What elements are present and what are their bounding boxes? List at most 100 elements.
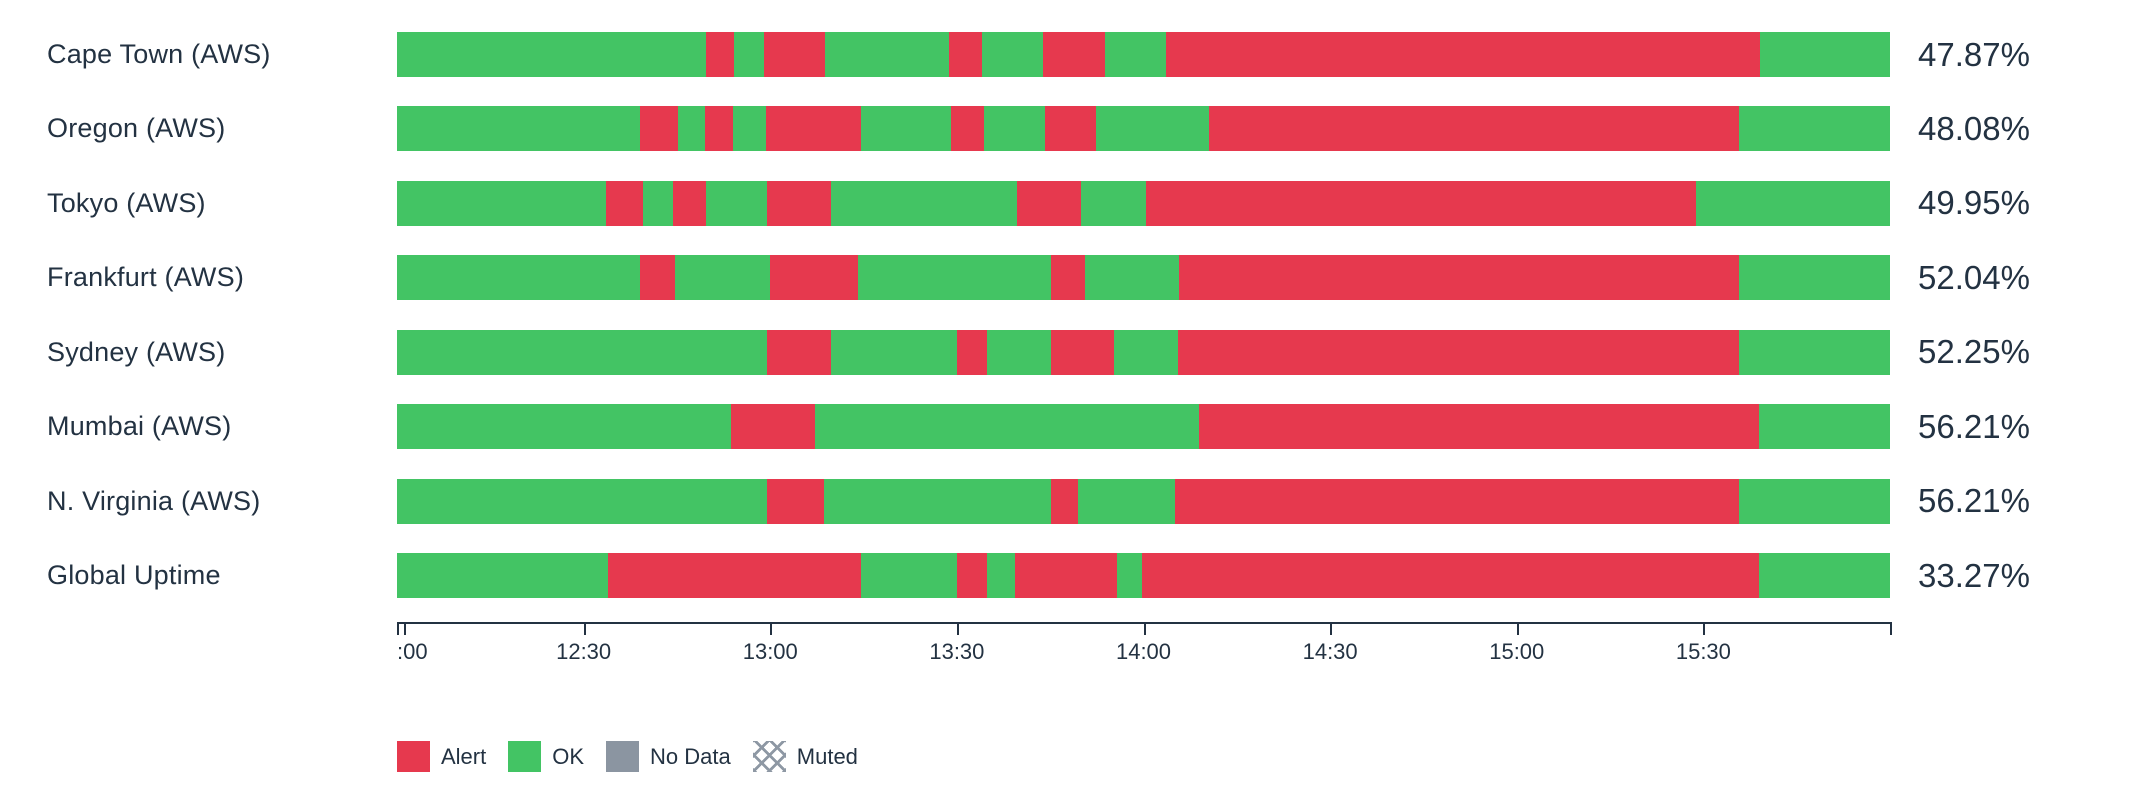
bar-segment-ok[interactable] — [823, 478, 1051, 524]
bar-segment-alert[interactable] — [1050, 329, 1114, 375]
bar-segment-ok[interactable] — [858, 255, 1051, 301]
bar-segment-alert[interactable] — [1174, 478, 1740, 524]
uptime-value: 49.95% — [1918, 184, 2030, 222]
axis-tick — [1143, 622, 1146, 635]
bar-segment-alert[interactable] — [704, 106, 733, 152]
bar-segment-ok[interactable] — [1116, 553, 1142, 598]
bar-segment-alert[interactable] — [1177, 329, 1740, 375]
bar-segment-alert[interactable] — [640, 255, 675, 301]
bar-segment-alert[interactable] — [640, 106, 678, 152]
bar-segment-ok[interactable] — [1739, 106, 1890, 152]
row-label: Global Uptime — [47, 560, 221, 590]
bar-segment-ok[interactable] — [1739, 478, 1890, 524]
row-label: Cape Town (AWS) — [47, 39, 271, 69]
bar-segment-ok[interactable] — [986, 329, 1051, 375]
bar-segment-ok[interactable] — [1080, 180, 1147, 226]
bar-segment-ok[interactable] — [1095, 106, 1210, 152]
bar-segment-ok[interactable] — [982, 32, 1044, 77]
legend-item-ok[interactable]: OK — [508, 741, 584, 772]
bar-segment-alert[interactable] — [1050, 478, 1078, 524]
bar-segment-ok[interactable] — [861, 106, 951, 152]
bar-segment-alert[interactable] — [956, 329, 987, 375]
bar-segment-alert[interactable] — [1209, 106, 1740, 152]
bar-segment-alert[interactable] — [1015, 553, 1117, 598]
bar-segment-ok[interactable] — [815, 404, 1199, 450]
bar-segment-ok[interactable] — [643, 180, 674, 226]
bar-segment-ok[interactable] — [1758, 553, 1890, 598]
bar-segment-ok[interactable] — [397, 255, 641, 301]
bar-segment-alert[interactable] — [1050, 255, 1086, 301]
uptime-value: 52.25% — [1918, 333, 2030, 371]
axis-tick — [1330, 622, 1333, 635]
status-bar — [397, 329, 1890, 375]
status-bar — [397, 32, 1890, 77]
bar-segment-ok[interactable] — [397, 478, 768, 524]
bar-segment-alert[interactable] — [1146, 180, 1696, 226]
bar-segment-alert[interactable] — [764, 32, 826, 77]
bar-segment-ok[interactable] — [734, 32, 765, 77]
bar-segment-alert[interactable] — [607, 553, 862, 598]
bar-segment-ok[interactable] — [831, 329, 957, 375]
bar-segment-alert[interactable] — [1142, 553, 1759, 598]
bar-segment-alert[interactable] — [767, 180, 832, 226]
status-bar — [397, 553, 1890, 598]
legend-item-muted[interactable]: Muted — [752, 741, 858, 772]
axis-tick-label: 14:00 — [1115, 639, 1172, 664]
bar-segment-alert[interactable] — [706, 32, 735, 77]
status-bar — [397, 404, 1890, 450]
bar-segment-ok[interactable] — [986, 553, 1016, 598]
bar-segment-ok[interactable] — [831, 180, 1017, 226]
bar-segment-ok[interactable] — [397, 180, 607, 226]
axis-tick-label: 12:30 — [556, 639, 612, 664]
bar-segment-ok[interactable] — [677, 106, 705, 152]
bar-segment-ok[interactable] — [397, 106, 641, 152]
axis-tick — [583, 622, 586, 635]
bar-segment-ok[interactable] — [1104, 32, 1166, 77]
bar-segment-ok[interactable] — [706, 180, 768, 226]
bar-segment-ok[interactable] — [397, 32, 707, 77]
bar-segment-alert[interactable] — [1016, 180, 1081, 226]
bar-segment-ok[interactable] — [1739, 255, 1890, 301]
bar-segment-alert[interactable] — [1179, 255, 1740, 301]
bar-segment-ok[interactable] — [732, 106, 766, 152]
bar-segment-ok[interactable] — [1695, 180, 1890, 226]
bar-segment-ok[interactable] — [861, 553, 957, 598]
bar-segment-ok[interactable] — [983, 106, 1045, 152]
bar-segment-alert[interactable] — [956, 553, 987, 598]
bar-segment-alert[interactable] — [731, 404, 816, 450]
bar-segment-alert[interactable] — [765, 106, 862, 152]
bar-segment-alert[interactable] — [770, 255, 859, 301]
bar-segment-alert[interactable] — [950, 106, 984, 152]
bar-segment-ok[interactable] — [1077, 478, 1175, 524]
bar-segment-alert[interactable] — [606, 180, 644, 226]
axis-tick — [397, 622, 399, 635]
bar-segment-ok[interactable] — [1113, 329, 1178, 375]
bar-segment-ok[interactable] — [674, 255, 771, 301]
bar-segment-alert[interactable] — [673, 180, 707, 226]
bar-segment-ok[interactable] — [397, 553, 608, 598]
bar-segment-alert[interactable] — [1165, 32, 1761, 77]
legend-item-no-data[interactable]: No Data — [606, 741, 731, 772]
bar-segment-alert[interactable] — [767, 478, 824, 524]
bar-segment-ok[interactable] — [397, 404, 732, 450]
bar-segment-alert[interactable] — [767, 329, 832, 375]
bar-segment-alert[interactable] — [1043, 32, 1105, 77]
status-bar — [397, 106, 1890, 152]
bar-segment-alert[interactable] — [949, 32, 983, 77]
uptime-value: 56.21% — [1918, 407, 2030, 445]
row-label: N. Virginia (AWS) — [47, 485, 261, 516]
bar-segment-ok[interactable] — [1085, 255, 1180, 301]
uptime-value: 52.04% — [1918, 258, 2030, 296]
legend-item-alert[interactable]: Alert — [397, 741, 486, 772]
bar-segment-alert[interactable] — [1198, 404, 1759, 450]
row-label: Mumbai (AWS) — [47, 411, 232, 442]
bar-segment-alert[interactable] — [1044, 106, 1096, 152]
bar-segment-ok[interactable] — [1758, 404, 1890, 450]
axis-tick — [1890, 622, 1892, 635]
axis-tick-label: 13:00 — [742, 639, 798, 664]
bar-segment-ok[interactable] — [1739, 329, 1890, 375]
bar-segment-ok[interactable] — [397, 329, 768, 375]
bar-segment-ok[interactable] — [825, 32, 950, 77]
bar-segment-ok[interactable] — [1760, 32, 1890, 77]
